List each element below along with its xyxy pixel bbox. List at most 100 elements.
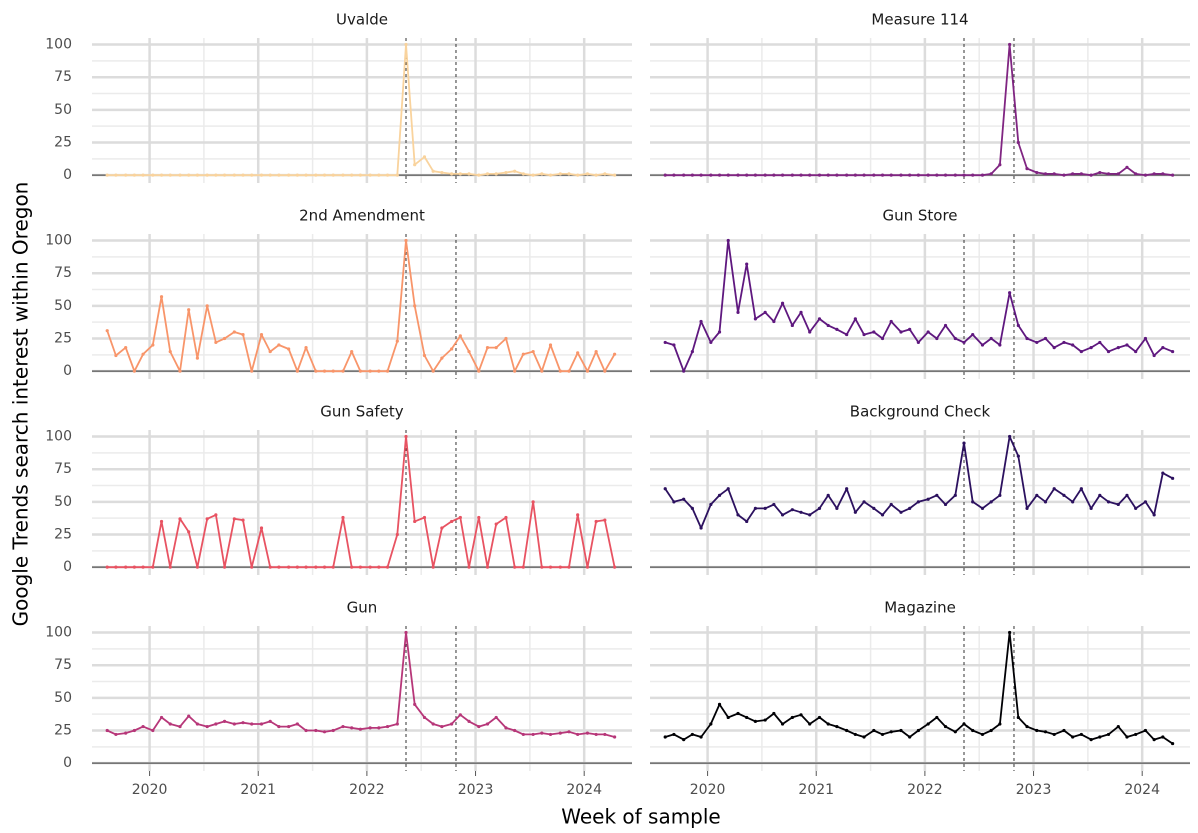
x-tick-label: 2023 (1016, 782, 1052, 798)
data-point (295, 565, 299, 569)
data-point (268, 173, 272, 177)
data-point (585, 731, 590, 735)
data-point (690, 349, 694, 354)
data-point (817, 317, 822, 321)
data-point (853, 317, 857, 321)
data-point (826, 493, 830, 497)
data-point (358, 727, 362, 731)
data-point (1106, 732, 1111, 737)
data-point (853, 510, 857, 514)
data-point (431, 722, 435, 726)
data-point (241, 721, 245, 725)
x-tick-label: 2020 (690, 782, 726, 798)
data-point (314, 728, 318, 733)
data-point (817, 506, 822, 510)
data-point (259, 173, 264, 177)
data-point (1134, 506, 1138, 510)
data-point (277, 343, 281, 347)
data-point (124, 173, 128, 177)
data-point (341, 724, 345, 729)
data-point (467, 565, 471, 569)
data-point (908, 327, 912, 331)
y-tick-label: 50 (54, 690, 72, 706)
data-point (485, 346, 490, 350)
data-point (889, 173, 893, 177)
data-point (431, 169, 435, 173)
y-tick-label: 75 (54, 657, 72, 673)
data-point (322, 173, 327, 177)
data-point (124, 731, 128, 735)
data-point (908, 173, 912, 177)
data-point (962, 722, 966, 726)
data-point (1134, 172, 1138, 176)
data-point (1008, 291, 1012, 295)
data-point (889, 319, 893, 324)
data-point (862, 332, 866, 337)
data-point (521, 172, 525, 176)
data-point (1008, 434, 1012, 439)
data-point (709, 173, 713, 177)
data-point (477, 369, 481, 373)
data-point (943, 173, 948, 177)
data-point (1116, 172, 1120, 176)
data-point (745, 262, 749, 266)
data-point (726, 173, 730, 177)
data-point (205, 173, 209, 177)
data-point (753, 173, 757, 177)
data-point (395, 722, 399, 726)
data-point (862, 500, 866, 504)
data-point (853, 173, 857, 177)
data-point (1125, 735, 1129, 739)
data-point (1161, 346, 1165, 350)
data-point (385, 369, 390, 373)
data-point (808, 513, 812, 517)
data-point (504, 336, 508, 341)
data-point (690, 506, 694, 510)
data-point (1043, 500, 1048, 504)
data-point (576, 351, 580, 355)
data-point (753, 719, 757, 723)
panel-title: Background Check (850, 403, 991, 421)
data-point (531, 349, 535, 354)
data-point (613, 565, 617, 569)
data-point (205, 517, 209, 521)
data-point (1161, 471, 1165, 475)
data-point (709, 340, 713, 345)
data-point (962, 173, 966, 177)
data-point (132, 369, 136, 373)
data-point (105, 329, 109, 333)
data-point (521, 732, 525, 737)
data-point (962, 441, 966, 445)
panel-title: Gun (347, 599, 378, 617)
data-point (1098, 340, 1102, 345)
data-point (440, 724, 444, 729)
data-point (763, 718, 767, 722)
data-point (558, 565, 562, 569)
data-point (717, 173, 722, 177)
data-point (485, 722, 490, 726)
data-point (862, 173, 866, 177)
data-point (531, 173, 535, 177)
data-point (413, 304, 417, 308)
data-point (558, 172, 562, 176)
data-point (187, 173, 191, 177)
data-point (790, 173, 794, 177)
data-point (745, 519, 749, 524)
data-point (1106, 349, 1111, 354)
data-point (935, 173, 939, 177)
data-point (195, 722, 199, 726)
data-point (214, 722, 218, 726)
data-point (287, 565, 291, 569)
data-point (808, 330, 812, 334)
data-point (745, 715, 749, 720)
data-point (268, 719, 272, 723)
data-point (404, 434, 408, 439)
y-tick-label: 50 (54, 494, 72, 510)
data-point (1025, 724, 1029, 729)
data-point (1052, 346, 1056, 350)
data-point (1079, 349, 1083, 354)
data-point (808, 722, 812, 726)
data-point (114, 565, 118, 569)
data-point (799, 310, 803, 314)
data-point (1008, 630, 1012, 635)
